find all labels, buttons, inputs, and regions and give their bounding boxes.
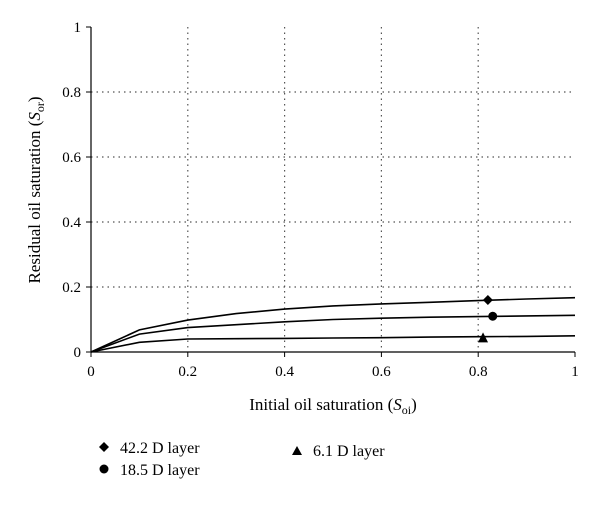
data-points <box>478 295 498 343</box>
x-tick-label-1: 0.2 <box>178 364 197 380</box>
x-axis-title-main: Initial oil saturation ( <box>249 395 393 414</box>
x-tick-label-4: 0.8 <box>469 364 488 380</box>
grid-lines <box>91 27 575 352</box>
x-tick-label-2: 0.4 <box>275 364 294 380</box>
legend-item-6-1: 6.1 D layer <box>292 443 385 460</box>
legend-item-42-2: 42.2 D layer <box>99 440 200 457</box>
curve-1 <box>90 314 576 353</box>
legend-circle-marker <box>99 464 109 474</box>
y-axis-title: Residual oil saturation (Sor) <box>25 96 47 283</box>
y-tick-label-5: 1 <box>74 20 82 36</box>
y-axis-title-end: ) <box>25 96 44 102</box>
legend-triangle-marker <box>292 446 302 455</box>
y-tick-label-3: 0.6 <box>62 150 81 166</box>
y-axis-title-symbol: S <box>25 112 44 121</box>
x-tick-label-0: 0 <box>87 364 95 380</box>
x-tick-label-3: 0.6 <box>372 364 391 380</box>
x-axis-title-symbol: S <box>393 395 402 414</box>
legend-label-18-5: 18.5 D layer <box>120 462 200 479</box>
y-axis-title-main: Residual oil saturation ( <box>25 120 44 283</box>
curves <box>90 296 576 353</box>
y-tick-label-4: 0.8 <box>62 85 81 101</box>
y-tick-label-1: 0.2 <box>62 280 81 296</box>
x-axis-title: Initial oil saturation (Soi) <box>249 395 417 417</box>
x-axis-title-end: ) <box>411 395 417 414</box>
tick-labels: 0 0.2 0.4 0.6 0.8 1 0 0.2 0.4 0.6 0.8 1 <box>62 20 579 380</box>
point-circle-1-0 <box>488 311 498 321</box>
legend-label-42-2: 42.2 D layer <box>120 440 200 457</box>
legend-label-6-1: 6.1 D layer <box>313 443 385 460</box>
curve-2 <box>90 335 576 353</box>
point-triangle-2-0 <box>478 332 489 343</box>
y-axis-title-subscript: or <box>33 102 47 112</box>
axes <box>86 26 576 357</box>
legend: 42.2 D layer 18.5 D layer 6.1 D layer <box>99 440 385 479</box>
y-tick-label-2: 0.4 <box>62 215 81 231</box>
curve-0 <box>90 296 576 353</box>
legend-item-18-5: 18.5 D layer <box>99 462 200 479</box>
legend-diamond-marker <box>99 442 109 452</box>
y-tick-label-0: 0 <box>74 345 82 361</box>
point-diamond-0-0 <box>482 295 493 305</box>
x-tick-label-5: 1 <box>571 364 579 380</box>
x-axis-title-subscript: oi <box>402 403 412 417</box>
